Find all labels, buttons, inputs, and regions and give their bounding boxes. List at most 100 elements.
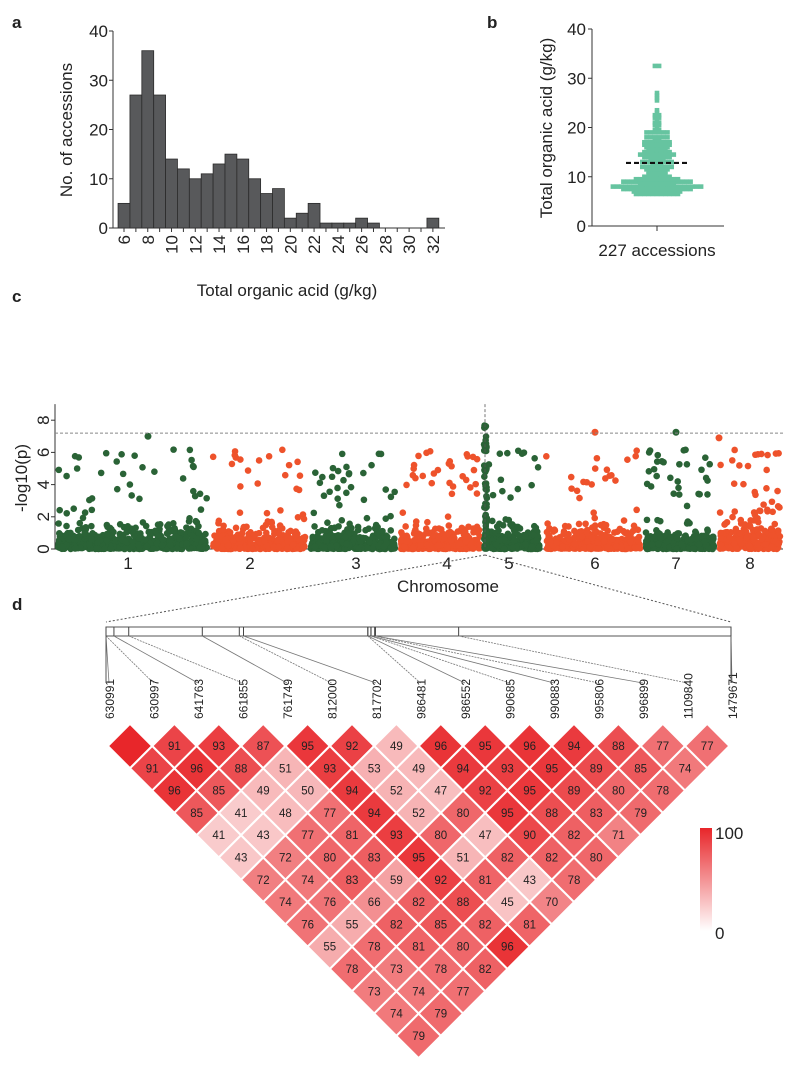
manhattan-point: [754, 540, 761, 548]
manhattan-point: [375, 542, 383, 550]
histogram-bar: [260, 193, 273, 229]
dotplot-point: [671, 179, 677, 184]
dotplot-point: [642, 179, 647, 184]
manhattan-point: [195, 529, 202, 537]
manhattan-point: [237, 483, 244, 490]
manhattan-point: [189, 462, 197, 470]
manhattan-point: [553, 539, 560, 547]
dotplot-point: [656, 167, 662, 172]
manhattan-point: [265, 453, 273, 460]
dotplot-point: [646, 191, 651, 197]
dotplot-point: [669, 184, 674, 189]
dotplot-point: [644, 144, 649, 150]
manhattan-point: [107, 544, 115, 552]
manhattan-point: [473, 490, 481, 497]
manhattan-point: [445, 522, 453, 529]
manhattan-point: [426, 448, 434, 455]
ld-value: 43: [257, 830, 270, 842]
dotplot-point: [650, 186, 656, 192]
manhattan-point: [489, 517, 496, 525]
manhattan-point: [263, 509, 271, 517]
manhattan-point: [315, 528, 322, 536]
dotplot-point: [661, 144, 666, 150]
manhattan-point: [101, 545, 108, 553]
manhattan-point: [470, 528, 477, 536]
ld-value: 95: [412, 853, 425, 865]
manhattan-point: [149, 545, 157, 552]
dotplot-point: [652, 127, 658, 133]
manhattan-point: [55, 466, 63, 474]
ld-value: 91: [168, 741, 181, 753]
manhattan-point: [617, 543, 625, 551]
dotplot-point: [650, 147, 656, 152]
manhattan-point: [547, 538, 554, 545]
histogram-x-tick-label: 20: [281, 235, 300, 254]
manhattan-point: [531, 454, 538, 462]
dotplot-point: [661, 189, 666, 194]
manhattan-point: [284, 544, 291, 552]
ld-value: 89: [590, 763, 603, 775]
manhattan-point: [673, 534, 681, 542]
manhattan-point: [424, 529, 432, 537]
dotplot-point: [684, 186, 689, 192]
manhattan-point: [382, 486, 390, 493]
manhattan-point: [595, 545, 602, 552]
manhattan-point: [762, 541, 769, 548]
manhattan-point: [311, 523, 318, 530]
manhattan-point: [343, 540, 350, 548]
histogram-bar: [248, 178, 262, 229]
dotplot-point: [665, 130, 670, 135]
dotplot-point: [661, 167, 666, 172]
manhattan-y-tick-label: 2: [34, 512, 53, 521]
manhattan-top-point: [672, 428, 680, 436]
dotplot-point: [652, 167, 658, 172]
dotplot-point: [654, 98, 660, 103]
manhattan-point: [321, 544, 328, 551]
manhattan-point: [535, 543, 543, 551]
manhattan-point: [333, 542, 340, 550]
manhattan-point: [509, 543, 517, 551]
ld-value: 77: [457, 986, 470, 998]
dotplot-point: [671, 152, 677, 157]
dotplot-y-tick-label: 30: [567, 69, 586, 88]
dotplot-point: [644, 189, 649, 194]
manhattan-point: [502, 516, 509, 523]
manhattan-point: [366, 538, 373, 546]
ld-value: 82: [501, 853, 514, 865]
manhattan-point: [336, 501, 343, 509]
manhattan-point: [730, 480, 738, 487]
manhattan-point: [71, 452, 79, 460]
manhattan-point: [473, 455, 481, 463]
dotplot-point: [658, 152, 664, 157]
manhattan-point: [276, 522, 284, 529]
manhattan-point: [335, 523, 342, 530]
ld-value: 96: [501, 942, 514, 954]
dotplot-point: [654, 162, 660, 167]
manhattan-point: [189, 532, 196, 539]
manhattan-point: [469, 544, 477, 552]
manhattan-point: [102, 449, 110, 457]
dotplot-point: [684, 179, 689, 184]
ld-value: 72: [279, 853, 292, 865]
manhattan-point: [645, 468, 653, 475]
manhattan-chromosome-label: 2: [245, 554, 254, 573]
dotplot-point: [650, 174, 656, 180]
manhattan-chromosome-label: 4: [442, 554, 451, 573]
manhattan-point: [334, 495, 341, 503]
manhattan-point: [279, 446, 286, 454]
manhattan-point: [316, 479, 324, 487]
dotplot-point: [629, 186, 635, 192]
manhattan-point: [182, 534, 190, 542]
ld-value: 49: [412, 763, 425, 775]
manhattan-point: [683, 502, 691, 510]
manhattan-point: [612, 477, 619, 484]
manhattan-point: [633, 447, 640, 454]
manhattan-point: [334, 467, 342, 475]
ld-value: 94: [346, 786, 359, 798]
manhattan-point: [176, 535, 184, 543]
dotplot-point: [627, 184, 632, 189]
manhattan-point: [340, 476, 347, 484]
manhattan-point: [153, 539, 161, 547]
dotplot-y-tick-label: 10: [567, 168, 586, 187]
ld-value: 71: [612, 830, 625, 842]
